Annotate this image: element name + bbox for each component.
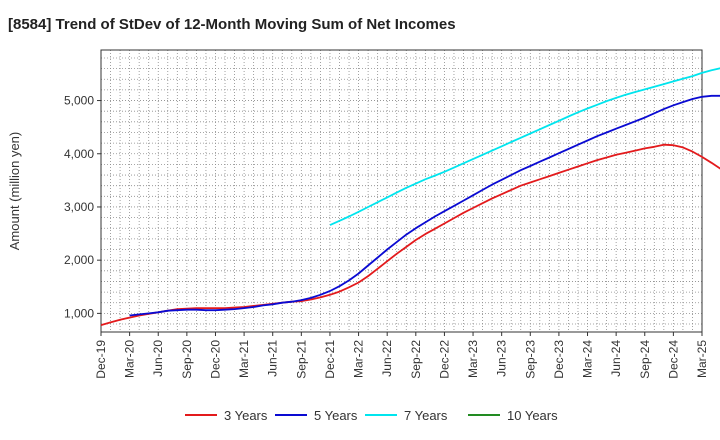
x-tick-label: Sep-24 [638, 340, 652, 379]
x-tick-label: Jun-24 [609, 340, 623, 377]
legend-label: 3 Years [224, 408, 268, 423]
x-tick-label: Jun-22 [380, 340, 394, 377]
x-tick-label: Jun-23 [495, 340, 509, 377]
legend-label: 10 Years [507, 408, 558, 423]
x-tick-label: Dec-20 [208, 340, 222, 379]
y-tick-label: 2,000 [64, 253, 94, 267]
x-tick-label: Dec-24 [666, 340, 680, 379]
x-tick-label: Sep-20 [180, 340, 194, 379]
x-tick-label: Mar-25 [695, 340, 709, 378]
x-tick-label: Mar-21 [237, 340, 251, 378]
legend-label: 7 Years [404, 408, 448, 423]
chart-title: [8584] Trend of StDev of 12-Month Moving… [8, 16, 456, 33]
x-tick-label: Mar-24 [581, 340, 595, 378]
x-tick-label: Dec-21 [323, 340, 337, 379]
plot-area: 1,000 2,000 3,000 4,000 5,000 Dec-19 Mar-20 Jun… [64, 49, 720, 379]
x-tick-label: Sep-23 [523, 340, 537, 379]
series-line-5-years [129, 94, 720, 317]
x-tick-label: Jun-21 [266, 340, 280, 377]
x-tick-label: Dec-19 [94, 340, 108, 379]
x-tick-label: Dec-23 [552, 340, 566, 379]
x-tick-label: Mar-22 [352, 340, 366, 378]
series-line-7-years [329, 67, 720, 226]
legend: 3 Years 5 Years 7 Years 10 Years [185, 408, 558, 423]
x-tick-label: Mar-20 [123, 340, 137, 378]
legend-label: 5 Years [314, 408, 358, 423]
y-tick-label: 5,000 [64, 94, 94, 108]
y-tick-label: 3,000 [64, 200, 94, 214]
x-tick-label: Sep-22 [409, 340, 423, 379]
plot-frame [100, 49, 703, 333]
y-axis-label: Amount (million yen) [7, 132, 22, 251]
y-tick-label: 4,000 [64, 147, 94, 161]
y-tick-label: 1,000 [64, 306, 94, 320]
series-line-3-years [100, 143, 720, 326]
x-tick-label: Jun-20 [151, 340, 165, 377]
x-tick-label: Sep-21 [294, 340, 308, 379]
x-tick-label: Mar-23 [466, 340, 480, 378]
x-tick-label: Dec-22 [437, 340, 451, 379]
